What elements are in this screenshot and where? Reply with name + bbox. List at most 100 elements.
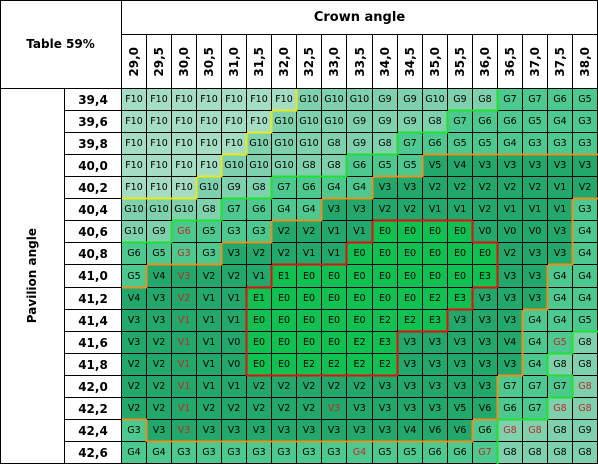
grade-cell: G7 [222,199,247,221]
grade-cell: G7 [523,376,548,398]
grade-cell: V2 [523,177,548,199]
grade-cell: G4 [523,310,548,332]
grade-cell: E0 [398,288,423,310]
grade-cell: G10 [197,177,222,199]
grade-cell: E0 [322,332,347,354]
grade-cell: E2 [297,354,322,376]
row-header: 42,4 [65,420,122,442]
column-header: 30,5 [197,35,222,89]
grade-cell: G5 [548,332,573,354]
grade-cell: F10 [172,133,197,155]
grade-cell: V4 [398,420,423,442]
grade-cell: V3 [423,376,448,398]
grade-cell: G10 [322,111,347,133]
column-header: 33,5 [347,35,373,89]
grade-cell: G8 [573,332,598,354]
grade-cell: V3 [523,155,548,177]
grade-cell: V4 [147,265,172,288]
grade-cell: V3 [473,155,498,177]
grade-cell: G5 [122,265,147,288]
grade-cell: G6 [498,111,523,133]
grade-cell: E0 [247,310,272,332]
grade-cell: G5 [398,442,423,464]
grade-cell: V0 [498,221,523,243]
grade-cell: V3 [147,288,172,310]
grade-cell: G5 [398,155,423,177]
grade-cell: F10 [197,133,222,155]
grade-cell: V2 [147,354,172,376]
grade-cell: V4 [498,332,523,354]
corner-label-text: Table 59% [26,37,95,51]
grade-cell: G10 [147,199,172,221]
grade-cell: V3 [473,288,498,310]
grade-cell: V2 [347,376,373,398]
grade-cell: V3 [448,376,473,398]
column-header-label: 30,0 [177,46,191,77]
grade-cell: V1 [498,199,523,221]
grade-cell: G5 [197,221,222,243]
grade-cell: G6 [297,177,322,199]
grade-cell: E0 [423,265,448,288]
grade-cell: V2 [172,288,197,310]
grade-cell: E0 [473,243,498,265]
grade-cell: F10 [122,155,147,177]
grade-cell: V2 [473,177,498,199]
grade-cell: G10 [122,221,147,243]
grade-cell: V2 [498,243,523,265]
grade-cell: G8 [247,177,272,199]
grade-cell: E0 [297,332,322,354]
grade-cell: E2 [322,354,347,376]
grade-cell: F10 [197,111,222,133]
grade-cell: G5 [473,133,498,155]
column-header-label: 32,0 [277,46,291,77]
grade-cell: V3 [147,310,172,332]
column-header: 35,5 [448,35,473,89]
grade-cell: G9 [373,111,398,133]
grade-cell: E0 [448,265,473,288]
grade-cell: V1 [548,177,573,199]
grade-cell: G6 [172,221,197,243]
grade-cell: G4 [573,221,598,243]
grade-cell: V2 [398,199,423,221]
grade-cell: V3 [398,398,423,420]
grade-cell: E3 [423,310,448,332]
grade-cell: G6 [548,89,573,111]
grade-cell: G4 [523,332,548,354]
grade-cell: V3 [523,288,548,310]
row-header: 42,2 [65,398,122,420]
grade-cell: G4 [347,177,373,199]
grade-cell: V2 [272,398,297,420]
grade-cell: G4 [523,354,548,376]
row-header: 39,4 [65,89,122,111]
column-header-label: 36,5 [503,46,517,77]
grade-cell: V1 [172,354,197,376]
grade-cell: G5 [573,310,598,332]
grade-cell: E0 [272,354,297,376]
grade-cell: V2 [247,376,272,398]
grade-cell: F10 [147,133,172,155]
column-header-label: 38,0 [578,46,592,77]
row-header: 42,0 [65,376,122,398]
grade-cell: V2 [197,265,222,288]
grade-cell: V0 [473,221,498,243]
column-header-label: 29,5 [152,46,166,77]
grade-cell: V0 [523,221,548,243]
grade-cell: G10 [347,89,373,111]
grade-cell: V3 [147,420,172,442]
grade-cell: G10 [322,89,347,111]
row-header: 40,4 [65,199,122,221]
grade-cell: V3 [122,310,147,332]
grade-cell: V3 [398,332,423,354]
grade-cell: G6 [423,133,448,155]
column-header: 34,5 [398,35,423,89]
grade-cell: V3 [272,420,297,442]
grade-cell: E2 [423,288,448,310]
column-header-label: 37,5 [553,46,567,77]
column-header-label: 31,5 [252,46,266,77]
grade-cell: G7 [523,89,548,111]
grade-cell: E0 [398,243,423,265]
grade-cell: V3 [548,243,573,265]
grade-cell: V3 [122,332,147,354]
grade-cell: V4 [122,288,147,310]
